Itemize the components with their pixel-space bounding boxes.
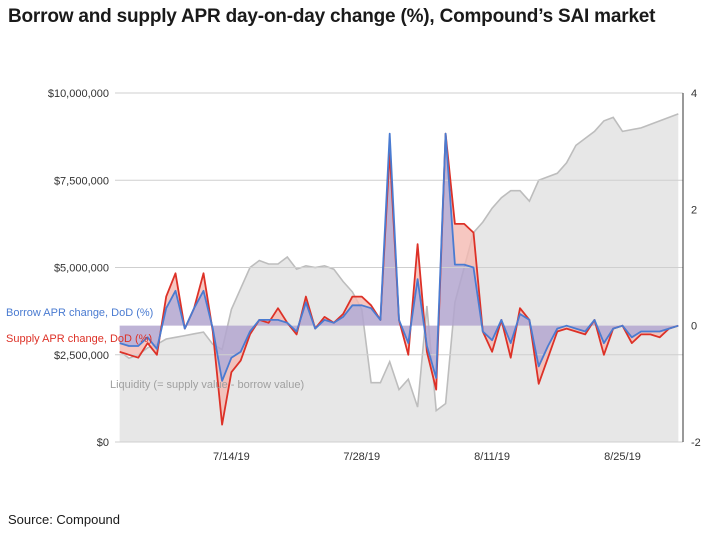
right-axis-tick-label: 0 [691, 321, 697, 333]
liquidity-line [119, 113, 679, 413]
left-axis-tick-label: $5,000,000 [54, 263, 109, 275]
left-axis-tick-label: $0 [97, 437, 109, 449]
axes: $0 $2,500,000 $5,000,000 $7,500,000 $10,000,… [48, 88, 701, 463]
x-axis-tick-label: 8/11/19 [474, 451, 510, 463]
borrow-apr-line [119, 132, 679, 382]
x-axis-tick-label: 7/14/19 [213, 451, 250, 463]
left-axis-tick-label: $10,000,000 [48, 88, 109, 100]
apr-line-layer [119, 132, 679, 426]
supply-annotation: Supply APR change, DoD (%) [6, 333, 152, 345]
right-axis-tick-label: 2 [691, 204, 697, 216]
x-axis-tick-label: 7/28/19 [343, 451, 380, 463]
source-note: Source: Compound [8, 512, 121, 527]
x-axis-tick-label: 8/25/19 [604, 451, 641, 463]
right-axis-tick-label: -2 [691, 437, 701, 449]
left-axis-tick-label: $2,500,000 [54, 350, 109, 362]
chart-title: Borrow and supply APR day-on-day change … [8, 6, 656, 27]
right-axis-tick-label: 4 [691, 88, 697, 100]
liquidity-annotation: Liquidity (= supply value - borrow value… [110, 379, 304, 391]
borrow-annotation: Borrow APR change, DoD (%) [6, 307, 153, 319]
left-axis-tick-label: $7,500,000 [54, 175, 109, 187]
gridlines [115, 92, 683, 443]
